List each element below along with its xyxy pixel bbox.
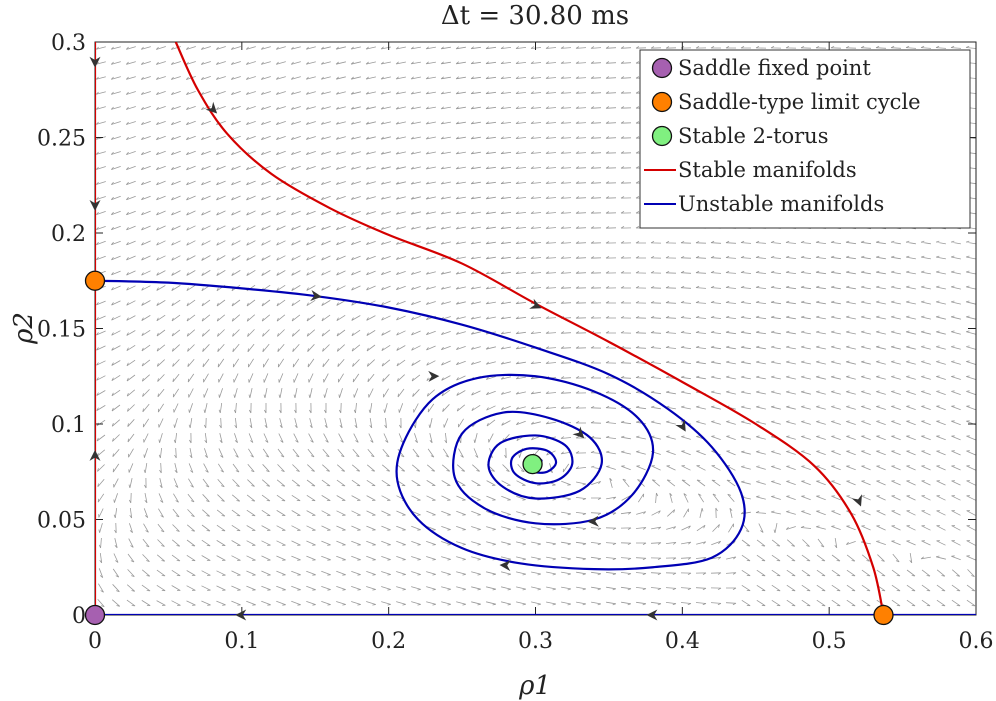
x-tick-label: 0.2 bbox=[371, 629, 406, 654]
x-axis-label: ρ1 bbox=[518, 671, 551, 701]
y-tick-label: 0.2 bbox=[51, 222, 86, 247]
flow-arrowhead bbox=[310, 290, 322, 301]
y-tick-label: 0.05 bbox=[37, 509, 86, 534]
flow-arrowhead bbox=[89, 200, 101, 211]
flow-arrowhead bbox=[205, 101, 218, 114]
legend: Saddle fixed point Saddle-type limit cycl… bbox=[639, 49, 971, 229]
flow-arrowhead bbox=[499, 560, 511, 572]
y-axis-label: ρ2 bbox=[9, 312, 39, 345]
flow-arrowhead bbox=[89, 449, 101, 461]
x-tick-label: 0.6 bbox=[959, 629, 994, 654]
legend-marker bbox=[651, 91, 673, 113]
fixed-points bbox=[84, 270, 894, 626]
y-tick-label: 0.25 bbox=[37, 127, 86, 152]
stable-torus-marker bbox=[522, 453, 543, 475]
chart-title: Δt = 30.80 ms bbox=[441, 1, 629, 31]
legend-label: Saddle fixed point bbox=[678, 56, 871, 80]
legend-label: Stable 2-torus bbox=[678, 124, 829, 148]
legend-box bbox=[639, 49, 971, 229]
tick-labels: 0 0.1 0.2 0.3 0.4 0.5 0.6 0 0.05 0.1 0.15 0.2 0.25 0.… bbox=[37, 31, 993, 654]
flow-arrowhead bbox=[851, 494, 862, 507]
saddle-fixed-point-marker bbox=[84, 604, 106, 626]
y-tick-label: 0.3 bbox=[51, 31, 86, 56]
unstable-manifold-curve bbox=[95, 279, 746, 571]
legend-marker bbox=[651, 125, 673, 147]
x-tick-label: 0.5 bbox=[812, 629, 847, 654]
flow-arrowhead bbox=[675, 419, 686, 432]
legend-label: Stable manifolds bbox=[678, 158, 857, 182]
y-tick-label: 0.15 bbox=[37, 318, 86, 343]
x-tick-label: 0.3 bbox=[518, 629, 553, 654]
x-tick-label: 0.4 bbox=[665, 629, 700, 654]
x-tick-label: 0 bbox=[88, 629, 102, 654]
flow-arrowhead bbox=[428, 370, 440, 382]
y-tick-label: 0 bbox=[72, 604, 86, 629]
limit-cycle-marker bbox=[873, 604, 894, 626]
legend-label: Unstable manifolds bbox=[678, 192, 884, 216]
flow-direction-arrows bbox=[89, 56, 862, 621]
x-tick-label: 0.1 bbox=[224, 629, 259, 654]
flow-arrowhead bbox=[587, 515, 599, 527]
flow-arrowhead bbox=[646, 609, 658, 621]
flow-arrowhead bbox=[235, 609, 247, 621]
flow-arrowhead bbox=[529, 298, 542, 309]
legend-label: Saddle-type limit cycle bbox=[678, 90, 921, 114]
legend-marker bbox=[651, 57, 673, 79]
flow-arrowhead bbox=[89, 56, 101, 68]
y-tick-label: 0.1 bbox=[51, 413, 86, 438]
limit-cycle-marker bbox=[84, 270, 106, 291]
flow-arrowhead bbox=[572, 426, 585, 439]
